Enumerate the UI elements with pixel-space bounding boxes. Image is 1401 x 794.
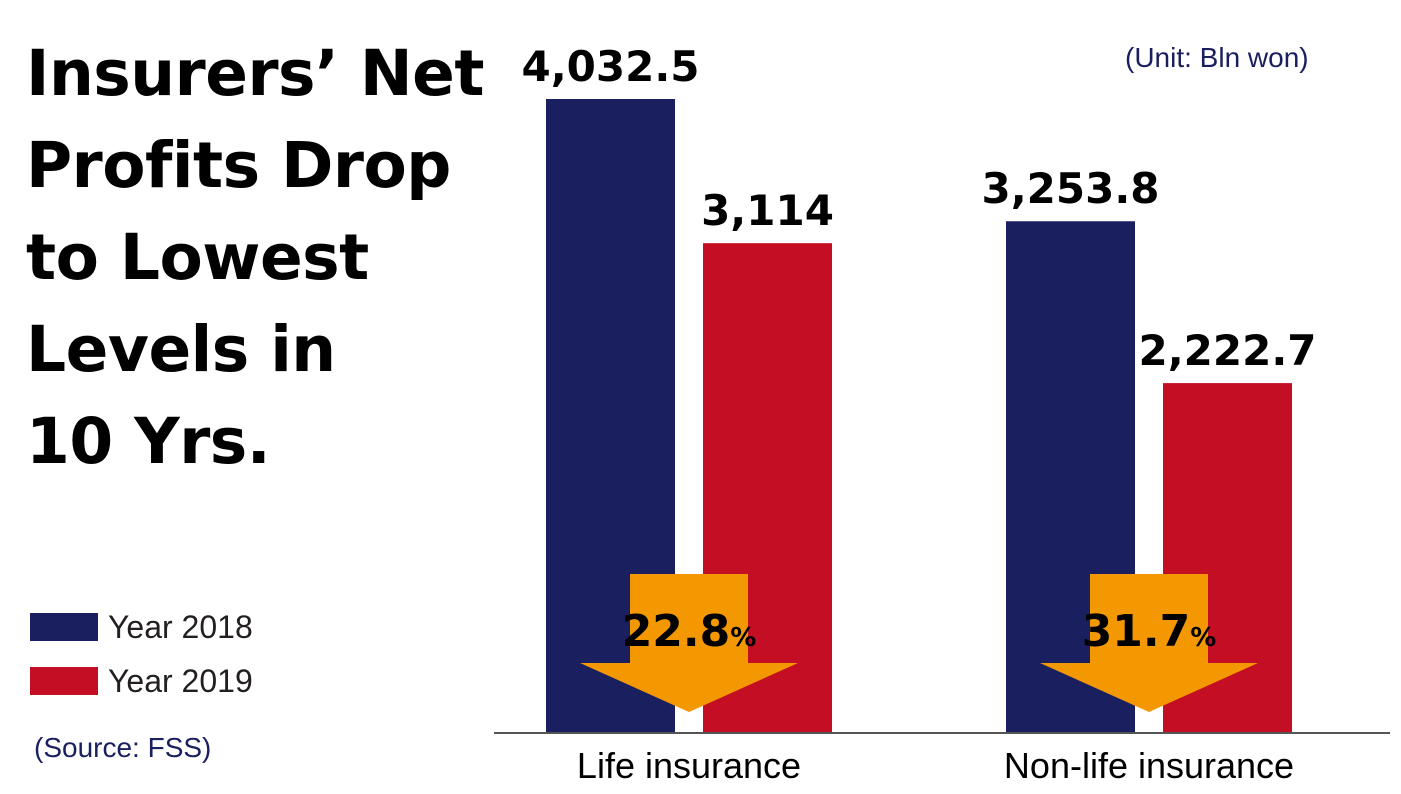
legend: Year 2018 Year 2019 (30, 600, 253, 708)
data-label: 3,253.8 (981, 164, 1159, 213)
legend-swatch-2019 (30, 667, 98, 695)
source-note: (Source: FSS) (34, 732, 212, 763)
title-line: 10 Yrs. (26, 405, 271, 478)
data-label: 2,222.7 (1138, 326, 1316, 375)
title-line: Insurers’ Net (26, 37, 484, 110)
decline-arrow (1040, 574, 1258, 712)
title-line: Profits Drop (26, 129, 451, 202)
decline-percentage: 22.8% (622, 606, 757, 657)
legend-label-2018: Year 2018 (108, 608, 253, 645)
decline-arrow (580, 574, 798, 712)
category-label: Non-life insurance (1004, 745, 1294, 786)
unit-note: (Unit: Bln won) (1125, 42, 1309, 73)
title-line: to Lowest (26, 221, 369, 294)
legend-item-2018: Year 2018 (30, 600, 253, 654)
chart-title: Insurers’ Net Profits Drop to Lowest Lev… (26, 28, 496, 488)
legend-swatch-2018 (30, 613, 98, 641)
category-label: Life insurance (577, 745, 801, 786)
legend-label-2019: Year 2019 (108, 662, 253, 699)
decline-percentage: 31.7% (1082, 606, 1217, 657)
data-label: 4,032.5 (521, 42, 699, 91)
legend-item-2019: Year 2019 (30, 654, 253, 708)
data-label: 3,114 (701, 186, 834, 235)
title-line: Levels in (26, 313, 336, 386)
